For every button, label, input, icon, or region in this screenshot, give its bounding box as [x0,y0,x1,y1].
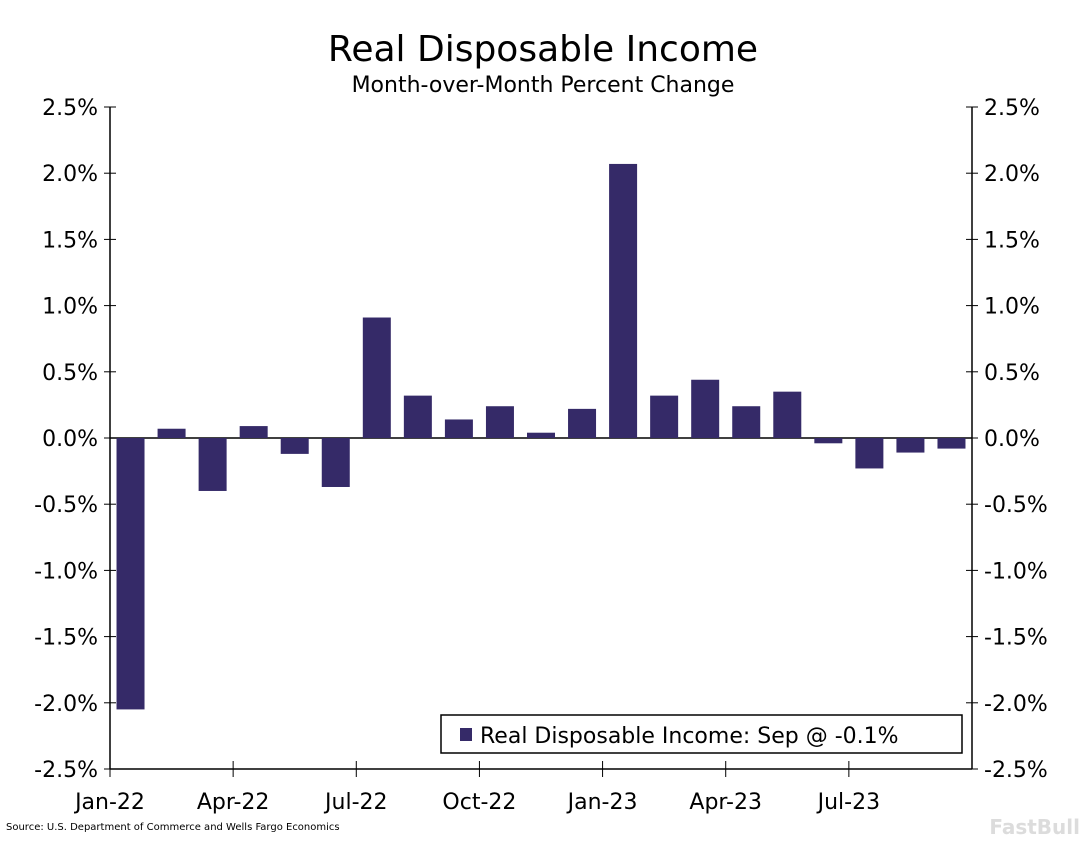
y-tick-label-right: -2.5% [984,758,1048,783]
bar-Apr-22 [239,426,268,438]
bar-Jun-23 [814,438,843,444]
y-tick-label-right: -2.0% [984,692,1048,717]
bar-May-23 [773,391,802,438]
x-tick-label: Apr-22 [197,790,270,815]
y-tick-label-right: -1.5% [984,626,1048,651]
y-tick-label-left: -1.5% [34,626,98,651]
chart-subtitle: Month-over-Month Percent Change [352,73,735,98]
bar-Apr-23 [732,406,761,438]
bar-Jul-22 [362,317,391,438]
y-tick-label-right: 1.0% [984,295,1040,320]
y-tick-label-left: 1.5% [42,228,98,253]
bar-May-22 [280,438,309,454]
bar-Jul-23 [855,438,884,469]
bar-Aug-23 [896,438,925,453]
y-tick-label-left: 0.5% [42,361,98,386]
bar-Oct-22 [485,406,514,438]
chart-title: Real Disposable Income [328,29,758,70]
y-tick-label-left: -0.5% [34,493,98,518]
y-tick-label-left: 2.0% [42,162,98,187]
y-tick-label-right: 0.0% [984,427,1040,452]
x-tick-label: Jul-23 [816,790,880,815]
bar-Mar-23 [691,379,720,438]
bar-Sep-23 [937,438,966,449]
y-tick-label-right: 2.5% [984,96,1040,121]
bar-Nov-22 [527,432,555,438]
bar-Dec-22 [568,408,597,438]
bar-Feb-22 [157,428,186,438]
y-tick-label-left: 0.0% [42,427,98,452]
x-tick-label: Jan-22 [73,790,145,815]
y-tick-label-right: -0.5% [984,493,1048,518]
x-tick-label: Jan-23 [566,790,638,815]
y-tick-label-right: 1.5% [984,228,1040,253]
legend-label: Real Disposable Income: Sep @ -0.1% [480,724,899,749]
y-tick-label-left: 2.5% [42,96,98,121]
legend: Real Disposable Income: Sep @ -0.1% [440,714,963,754]
bar-Mar-22 [198,438,227,491]
y-tick-label-right: -1.0% [984,559,1048,584]
y-tick-label-left: -2.5% [34,758,98,783]
watermark: FastBull [989,815,1080,839]
legend-swatch [460,728,472,741]
bar-Jun-22 [321,438,350,487]
y-tick-label-right: 0.5% [984,361,1040,386]
bar-Feb-23 [650,395,679,438]
bar-Jan-22 [116,438,145,710]
x-tick-label: Apr-23 [689,790,762,815]
bar-Aug-22 [403,395,432,438]
y-tick-label-left: -1.0% [34,559,98,584]
y-tick-label-left: -2.0% [34,692,98,717]
source-note: Source: U.S. Department of Commerce and … [6,822,340,833]
x-tick-label: Jul-22 [323,790,387,815]
x-tick-label: Oct-22 [442,790,516,815]
y-tick-label-left: 1.0% [42,295,98,320]
bar-Sep-22 [444,419,473,438]
y-tick-label-right: 2.0% [984,162,1040,187]
legend-box [440,714,963,754]
bar-Jan-23 [609,163,638,438]
